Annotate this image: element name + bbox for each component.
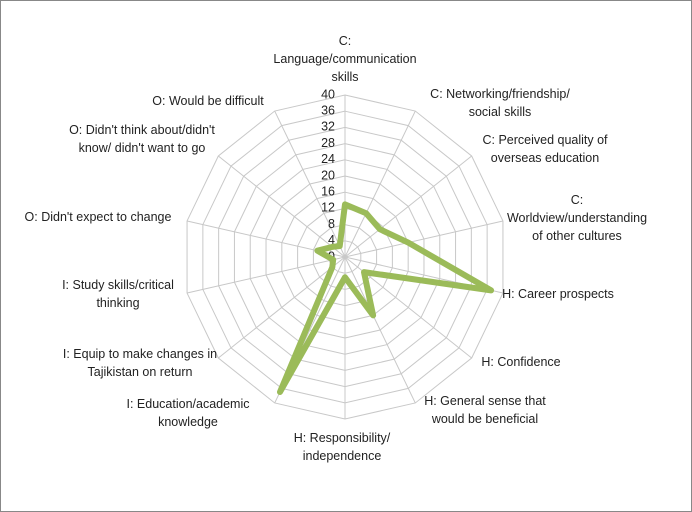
category-label: I: Study skills/critical thinking (62, 278, 174, 310)
y-tick-label: 20 (321, 168, 335, 182)
spoke (344, 155, 472, 258)
category-label: I: Equip to make changes in Tajikistan o… (62, 347, 218, 379)
category-label: O: Didn't think about/didn't know/ didn'… (69, 123, 215, 155)
category-label: O: Didn't expect to change (24, 210, 172, 224)
spoke (186, 256, 346, 294)
category-label: C: Perceived quality of overseas educati… (482, 133, 608, 165)
category-label: H: General sense that would be beneficia… (424, 394, 546, 426)
y-tick-label: 24 (321, 152, 335, 166)
y-tick-label: 16 (321, 184, 335, 198)
spoke (344, 220, 504, 258)
y-tick-label: 28 (321, 136, 335, 150)
spoke (344, 110, 416, 258)
y-tick-label: 40 (321, 87, 335, 101)
y-tick-label: 36 (321, 103, 335, 117)
category-label: I: Education/academic knowledge (126, 397, 250, 429)
category-label: H: Career prospects (502, 287, 614, 301)
spoke (218, 256, 346, 359)
spoke (344, 256, 416, 404)
category-label: H: Confidence (481, 355, 561, 369)
category-label: O: Would be difficult (152, 94, 264, 108)
category-label: C: Worldview/understanding of other cult… (506, 193, 648, 243)
category-label: H: Responsibility/ independence (293, 431, 391, 463)
category-label: C: Language/communication skills (273, 34, 417, 84)
y-tick-label: 4 (328, 233, 335, 247)
category-label: C: Networking/friendship/ social skills (430, 87, 570, 119)
spoke (274, 110, 346, 258)
y-tick-label: 8 (328, 217, 335, 231)
y-tick-label: 12 (321, 201, 335, 215)
y-tick-label: 32 (321, 120, 335, 134)
data-line (276, 201, 495, 396)
spoke (218, 155, 346, 258)
